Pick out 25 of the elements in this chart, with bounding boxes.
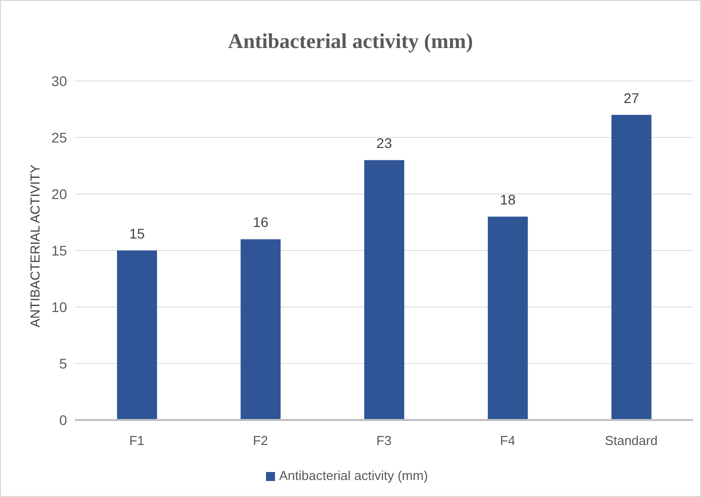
y-tick-label: 25 <box>51 129 68 146</box>
bar <box>364 160 404 420</box>
x-tick-label: F3 <box>376 433 392 448</box>
x-tick-label: F4 <box>500 433 516 448</box>
bar <box>611 114 652 420</box>
chart-title: Antibacterial activity (mm) <box>227 29 474 54</box>
data-label: 16 <box>252 214 269 230</box>
y-tick-label: 15 <box>51 242 68 258</box>
x-tick-label: Standard <box>604 433 658 448</box>
bar <box>488 216 528 420</box>
bar <box>240 239 281 420</box>
y-tick-label: 10 <box>51 298 68 315</box>
data-label: 18 <box>500 192 516 208</box>
y-tick-label: 20 <box>51 186 68 202</box>
bar <box>117 250 158 420</box>
data-label: 27 <box>624 90 640 106</box>
y-tick-label: 5 <box>59 355 68 372</box>
y-axis-title: ANTIBACTERIAL ACTIVITY <box>28 164 42 328</box>
x-tick-label: F2 <box>252 433 268 448</box>
data-label: 15 <box>129 226 146 242</box>
x-tick-label: F1 <box>129 433 144 448</box>
legend-label: Antibacterial activity (mm) <box>279 468 428 483</box>
data-label: 23 <box>376 135 392 152</box>
y-tick-label: 0 <box>59 412 68 428</box>
y-tick-label: 30 <box>51 72 68 89</box>
